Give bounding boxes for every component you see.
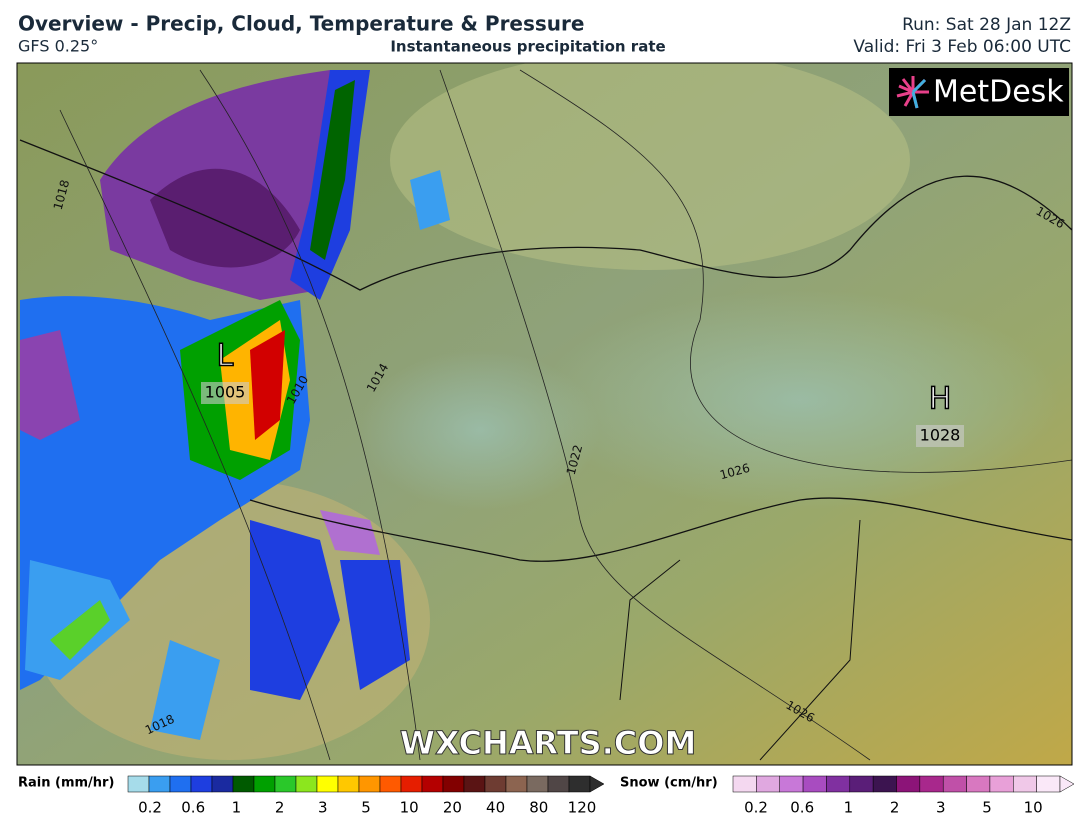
value-box [916,425,964,447]
legend-swatch [919,775,944,793]
legend-swatch [379,775,402,793]
legend-swatch [442,775,465,793]
legend-swatch [849,775,874,793]
legend-swatch [316,775,339,793]
snow-legend-label: Snow (cm/hr) [620,776,718,791]
legend-swatch [1036,775,1061,793]
title: Overview - Precip, Cloud, Temperature & … [18,12,584,36]
legend-arrow [589,775,605,793]
legend-tick-label: 0.2 [138,799,162,817]
legend-tick-label: 10 [1024,799,1043,817]
legend-tick-label: 20 [443,799,462,817]
legend-tick-label: 1 [844,799,854,817]
legend-tick-label: 10 [400,799,419,817]
legend-swatch [732,775,757,793]
legend-tick-label: 1 [232,799,242,817]
legend-swatch [484,775,507,793]
rain-legend-label: Rain (mm/hr) [18,776,114,791]
legend-swatch [253,775,276,793]
legend-swatch [779,775,804,793]
legend-tick-label: 0.6 [790,799,814,817]
legend-swatch [232,775,255,793]
legend-swatch [358,775,381,793]
legend-tick-label: 3 [318,799,328,817]
legend-tick-label: 80 [529,799,548,817]
legend-swatch [802,775,827,793]
pressure-value: 1028 [920,426,961,445]
legend-tick-label: 40 [486,799,505,817]
legend-swatch [547,775,570,793]
legend-swatch [826,775,851,793]
legend-swatch [756,775,780,793]
legend-tick-label: 5 [361,799,371,817]
legend-swatch [169,775,192,793]
legend-tick-label: 2 [275,799,285,817]
legend-swatch [211,775,234,793]
logo: MetDesk [933,75,1064,110]
subtitle: Instantaneous precipitation rate [390,38,665,56]
legend-tick-label: 0.2 [744,799,768,817]
legend-swatch [463,775,486,793]
pressure-symbol: H [929,382,952,417]
legend-swatch [872,775,897,793]
legend-tick-label: 0.6 [181,799,205,817]
watermark: WXCHARTS.COM [400,724,697,762]
legend-swatch [966,775,991,793]
legend-arrow [1059,775,1075,793]
run-time: Run: Sat 28 Jan 12Z [902,15,1071,35]
legend-swatch [526,775,549,793]
model: GFS 0.25° [18,37,98,56]
valid-time: Valid: Fri 3 Feb 06:00 UTC [853,37,1071,57]
legend-swatch [1013,775,1037,793]
pressure-value: 1005 [205,383,246,402]
legend-tick-label: 2 [890,799,900,817]
legend-swatch [421,775,444,793]
logo-icon [896,76,929,109]
value-box [201,382,249,404]
legend-swatch [896,775,921,793]
legend-swatch [148,775,171,793]
legend-tick-label: 120 [568,799,597,817]
legend-tick-label: 3 [936,799,946,817]
legend-swatch [568,775,591,793]
legend-swatch [337,775,360,793]
legend-swatch [295,775,318,793]
legend-swatch [942,775,967,793]
legend-swatch [400,775,423,793]
legend-swatch [127,775,150,793]
map [17,63,1072,765]
legend-swatch [190,775,213,793]
pressure-symbol: L [217,339,234,374]
legend-tick-label: 5 [982,799,992,817]
legend-swatch [505,775,528,793]
legend-swatch [274,775,297,793]
legend-swatch [989,775,1014,793]
